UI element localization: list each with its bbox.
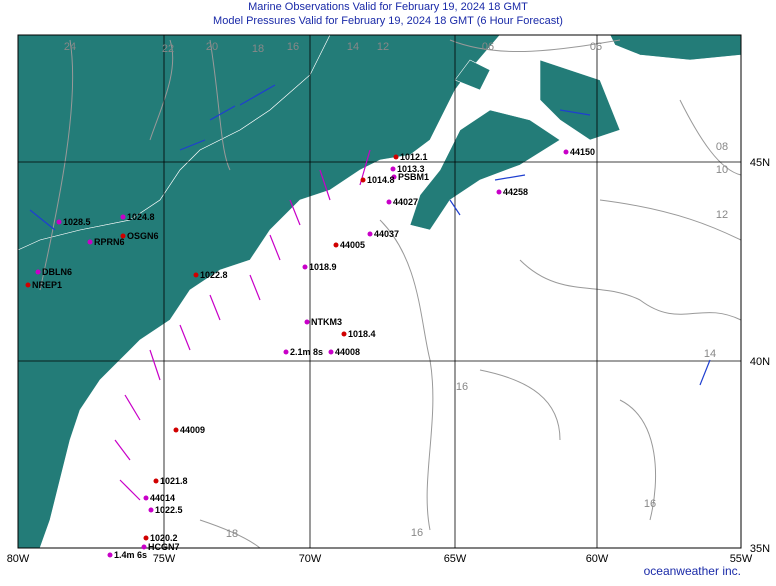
isobar-label: 18 <box>252 43 264 55</box>
station-label: 1024.8 <box>127 212 155 222</box>
lon-label: 80W <box>7 553 30 565</box>
station-dot <box>393 154 399 160</box>
station-label: 1021.8 <box>160 476 188 486</box>
station-label: 1020.2 <box>150 533 178 543</box>
station-dot <box>35 269 41 275</box>
station-label: NREP1 <box>32 280 62 290</box>
lat-label: 35N <box>750 543 770 555</box>
isobar-label: 18 <box>226 528 238 540</box>
station-label: 1018.4 <box>348 329 376 339</box>
station-dot <box>391 174 397 180</box>
isobar-label: 10 <box>716 164 728 176</box>
station-label: PSBM1 <box>398 172 429 182</box>
station-dot <box>25 282 31 288</box>
station-label: 44037 <box>374 229 399 239</box>
lon-label: 55W <box>730 553 753 565</box>
station-label: 1018.9 <box>309 262 337 272</box>
station-dot <box>143 535 149 541</box>
station-dot <box>341 331 347 337</box>
station-dot <box>390 166 396 172</box>
lon-label: 75W <box>153 553 176 565</box>
isobar-label: 06 <box>590 41 602 53</box>
station-label: 1013.3 <box>397 164 425 174</box>
station-label: DBLN6 <box>42 267 72 277</box>
station-dot <box>120 214 126 220</box>
isobar-label: 22 <box>162 43 174 55</box>
lat-label: 40N <box>750 356 770 368</box>
station-dot <box>367 231 373 237</box>
station-label: 44008 <box>335 347 360 357</box>
isobar-label: 24 <box>64 41 76 53</box>
station-label: 1022.8 <box>200 270 228 280</box>
station-dot <box>302 264 308 270</box>
station-label: OSGN6 <box>127 231 159 241</box>
station-dot <box>153 478 159 484</box>
footer: oceanweather inc. <box>644 564 741 578</box>
lon-label: 60W <box>586 553 609 565</box>
isobar-label: 16 <box>456 381 468 393</box>
station-label: 1022.5 <box>155 505 183 515</box>
isobar-label: 12 <box>377 41 389 53</box>
station-dot <box>173 427 179 433</box>
station-dot <box>304 319 310 325</box>
station-label: 44258 <box>503 187 528 197</box>
station-label: HCGN7 <box>148 542 180 552</box>
station-dot <box>328 349 334 355</box>
station-label: 2.1m 8s <box>290 347 323 357</box>
isobar-label: 16 <box>287 41 299 53</box>
station-dot <box>107 552 113 558</box>
station-label: 44005 <box>340 240 365 250</box>
station-label: 1012.1 <box>400 152 428 162</box>
isobar-label: 16 <box>644 498 656 510</box>
station-dot <box>141 544 147 550</box>
stations-cluster <box>114 149 371 501</box>
land <box>17 34 742 549</box>
station-label: 1014.8 <box>367 175 395 185</box>
station-label: 44150 <box>570 147 595 157</box>
station-dot <box>496 189 502 195</box>
station-dot <box>120 233 126 239</box>
station-dot <box>283 349 289 355</box>
isobar-label: 06 <box>482 41 494 53</box>
station-label: 1028.5 <box>63 217 91 227</box>
station-dot <box>563 149 569 155</box>
station-dot <box>360 177 366 183</box>
lon-label: 70W <box>299 553 322 565</box>
grid <box>18 35 741 548</box>
isobar-label: 16 <box>411 527 423 539</box>
station-dot <box>56 219 62 225</box>
lon-label: 65W <box>444 553 467 565</box>
wind-barbs <box>29 84 711 386</box>
isobar-label: 14 <box>704 348 716 360</box>
station-dot <box>148 507 154 513</box>
station-label: NTKM3 <box>311 317 342 327</box>
station-label: RPRN6 <box>94 237 125 247</box>
frame <box>17 34 742 549</box>
isobar-label: 14 <box>347 41 359 53</box>
station-dot <box>193 272 199 278</box>
station-dot <box>386 199 392 205</box>
station-dot <box>143 495 149 501</box>
lat-label: 45N <box>750 157 770 169</box>
station-label: 1.4m 6s <box>114 550 147 560</box>
isobars <box>39 39 742 549</box>
station-label: 44009 <box>180 425 205 435</box>
station-dot <box>87 239 93 245</box>
station-label: 44014 <box>150 493 175 503</box>
isobar-label: 12 <box>716 209 728 221</box>
station-label: 44027 <box>393 197 418 207</box>
subtitle: Model Pressures Valid for February 19, 2… <box>213 15 563 27</box>
isobar-label: 08 <box>716 141 728 153</box>
isobar-label: 20 <box>206 41 218 53</box>
title: Marine Observations Valid for February 1… <box>248 1 528 13</box>
station-dot <box>333 242 339 248</box>
